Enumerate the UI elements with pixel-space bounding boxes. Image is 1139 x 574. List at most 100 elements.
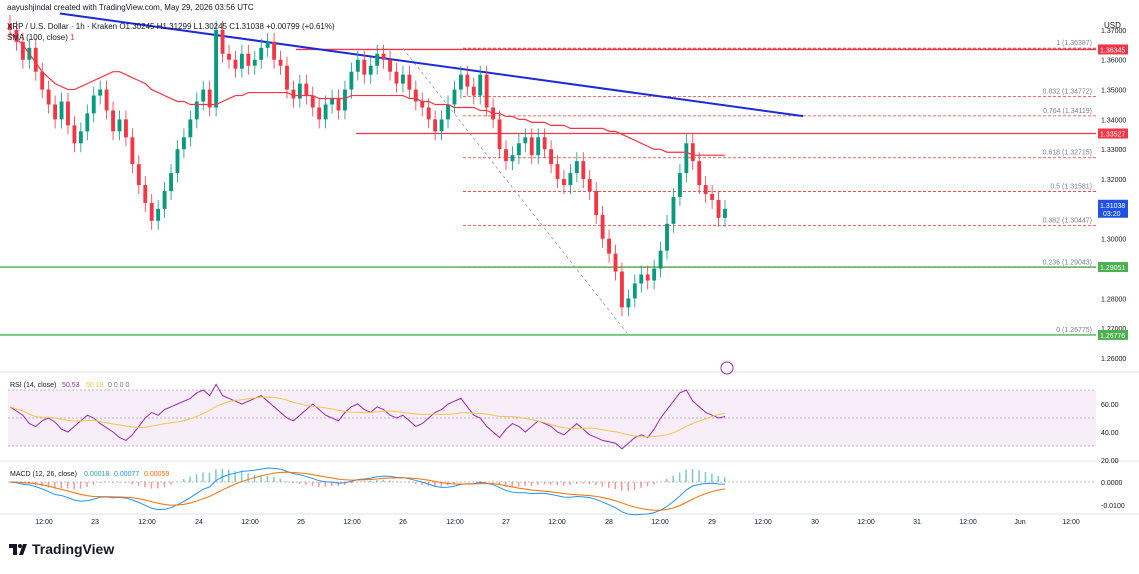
candle-body (40, 72, 44, 90)
macd-signal-value: 0.00059 (144, 471, 169, 478)
macd-hist-bar (41, 482, 43, 486)
candle-body (433, 119, 437, 131)
candle-body (562, 179, 566, 185)
macd-hist-bar (634, 482, 636, 490)
macd-hist-value: 0.00018 (84, 471, 109, 478)
rsi-ma-value: 50.18 (86, 382, 104, 389)
macd-hist-bar (531, 482, 533, 486)
macd-hist-bar (685, 470, 687, 482)
macd-hist-bar (724, 477, 726, 482)
macd-tick-label: 0.0000 (1101, 480, 1123, 487)
candle-body (72, 125, 76, 143)
y-tick-label: 1.36000 (1101, 58, 1126, 65)
macd-hist-bar (67, 482, 69, 489)
candle-body (291, 90, 295, 99)
macd-hist-bar (537, 482, 539, 485)
candle-body (279, 60, 283, 66)
candle-body (523, 137, 527, 143)
candle-body (659, 251, 663, 269)
macd-hist-bar (692, 469, 694, 482)
candle-body (330, 99, 334, 105)
candle-body (317, 107, 321, 119)
candle-body (614, 254, 618, 272)
candle-body (111, 110, 115, 131)
price-tag-label: 1.36345 (1100, 47, 1125, 54)
sma-legend[interactable]: SMA (100, close) 1 (7, 33, 75, 42)
rsi-extras: 0 0 0 0 (108, 382, 130, 389)
candle-body (691, 143, 695, 161)
candle-body (704, 185, 708, 194)
candle-body (420, 102, 424, 108)
macd-hist-bar (247, 473, 249, 482)
candle-body (79, 131, 83, 143)
candle-body (472, 87, 476, 96)
candle-body (511, 155, 515, 161)
sma-100-line (10, 33, 725, 155)
candle-body (118, 119, 122, 131)
candle-body (478, 75, 482, 96)
y-tick-label: 1.35000 (1101, 88, 1126, 95)
candle-body (246, 54, 250, 66)
candle-body (465, 75, 469, 87)
macd-hist-bar (698, 470, 700, 482)
y-tick-label: 1.28000 (1101, 296, 1126, 303)
candle-body (633, 283, 637, 298)
candle-body (717, 200, 721, 218)
macd-hist-bar (524, 482, 526, 486)
fib-level-label: 0.764 (1.34119) (1043, 108, 1092, 115)
price-tag-label: 1.33527 (1100, 132, 1125, 139)
candle-body (684, 143, 688, 173)
macd-hist-bar (305, 482, 307, 485)
candle-body (588, 179, 592, 191)
tradingview-brand[interactable]: TradingView (8, 541, 114, 557)
price-tag-label: 1.26776 (1100, 333, 1125, 340)
x-tick-label: 28 (605, 519, 613, 526)
macd-hist-bar (595, 482, 597, 485)
candle-body (672, 197, 676, 224)
candle-body (710, 194, 714, 200)
candle-body (337, 99, 341, 111)
candle-body (362, 60, 366, 75)
candle-body (176, 149, 180, 173)
macd-label: MACD (12, 26, close) (10, 471, 77, 478)
candle-body (188, 119, 192, 137)
macd-hist-bar (157, 482, 159, 488)
macd-hist-bar (383, 480, 385, 482)
macd-hist-bar (267, 476, 269, 482)
macd-hist-bar (550, 482, 552, 485)
candle-body (395, 72, 399, 84)
candle-body (53, 104, 57, 119)
macd-hist-bar (653, 482, 655, 484)
candle-body (47, 90, 51, 105)
macd-hist-bar (582, 482, 584, 484)
candle-body (652, 269, 656, 281)
macd-hist-bar (350, 482, 352, 483)
x-tick-label: 12:00 (1062, 519, 1080, 526)
candle-body (356, 60, 360, 72)
countdown-label: 03:20 (1103, 211, 1121, 218)
macd-hist-bar (144, 482, 146, 487)
candle-body (272, 42, 276, 60)
candle-body (723, 209, 727, 218)
credit-line: aayushjindal created with TradingView.co… (7, 3, 254, 12)
candle-body (459, 75, 463, 90)
symbol-ohlc-line[interactable]: XRP / U.S. Dollar · 1h · Kraken O1.30245… (7, 22, 335, 31)
macd-hist-bar (209, 473, 211, 482)
candle-body (214, 30, 218, 108)
candle-body (440, 119, 444, 131)
macd-hist-bar (138, 482, 140, 486)
candle-body (401, 75, 405, 84)
current-price-label: 1.31038 (1100, 203, 1125, 210)
macd-hist-bar (273, 477, 275, 482)
macd-hist-bar (640, 482, 642, 488)
macd-hist-bar (170, 482, 172, 485)
macd-hist-bar (518, 482, 520, 487)
candle-body (382, 54, 386, 60)
x-tick-label: 12:00 (548, 519, 566, 526)
sma-value: 1 (70, 33, 74, 42)
candle-body (324, 104, 328, 119)
candle-body (407, 75, 411, 90)
x-tick-label: 12:00 (857, 519, 875, 526)
